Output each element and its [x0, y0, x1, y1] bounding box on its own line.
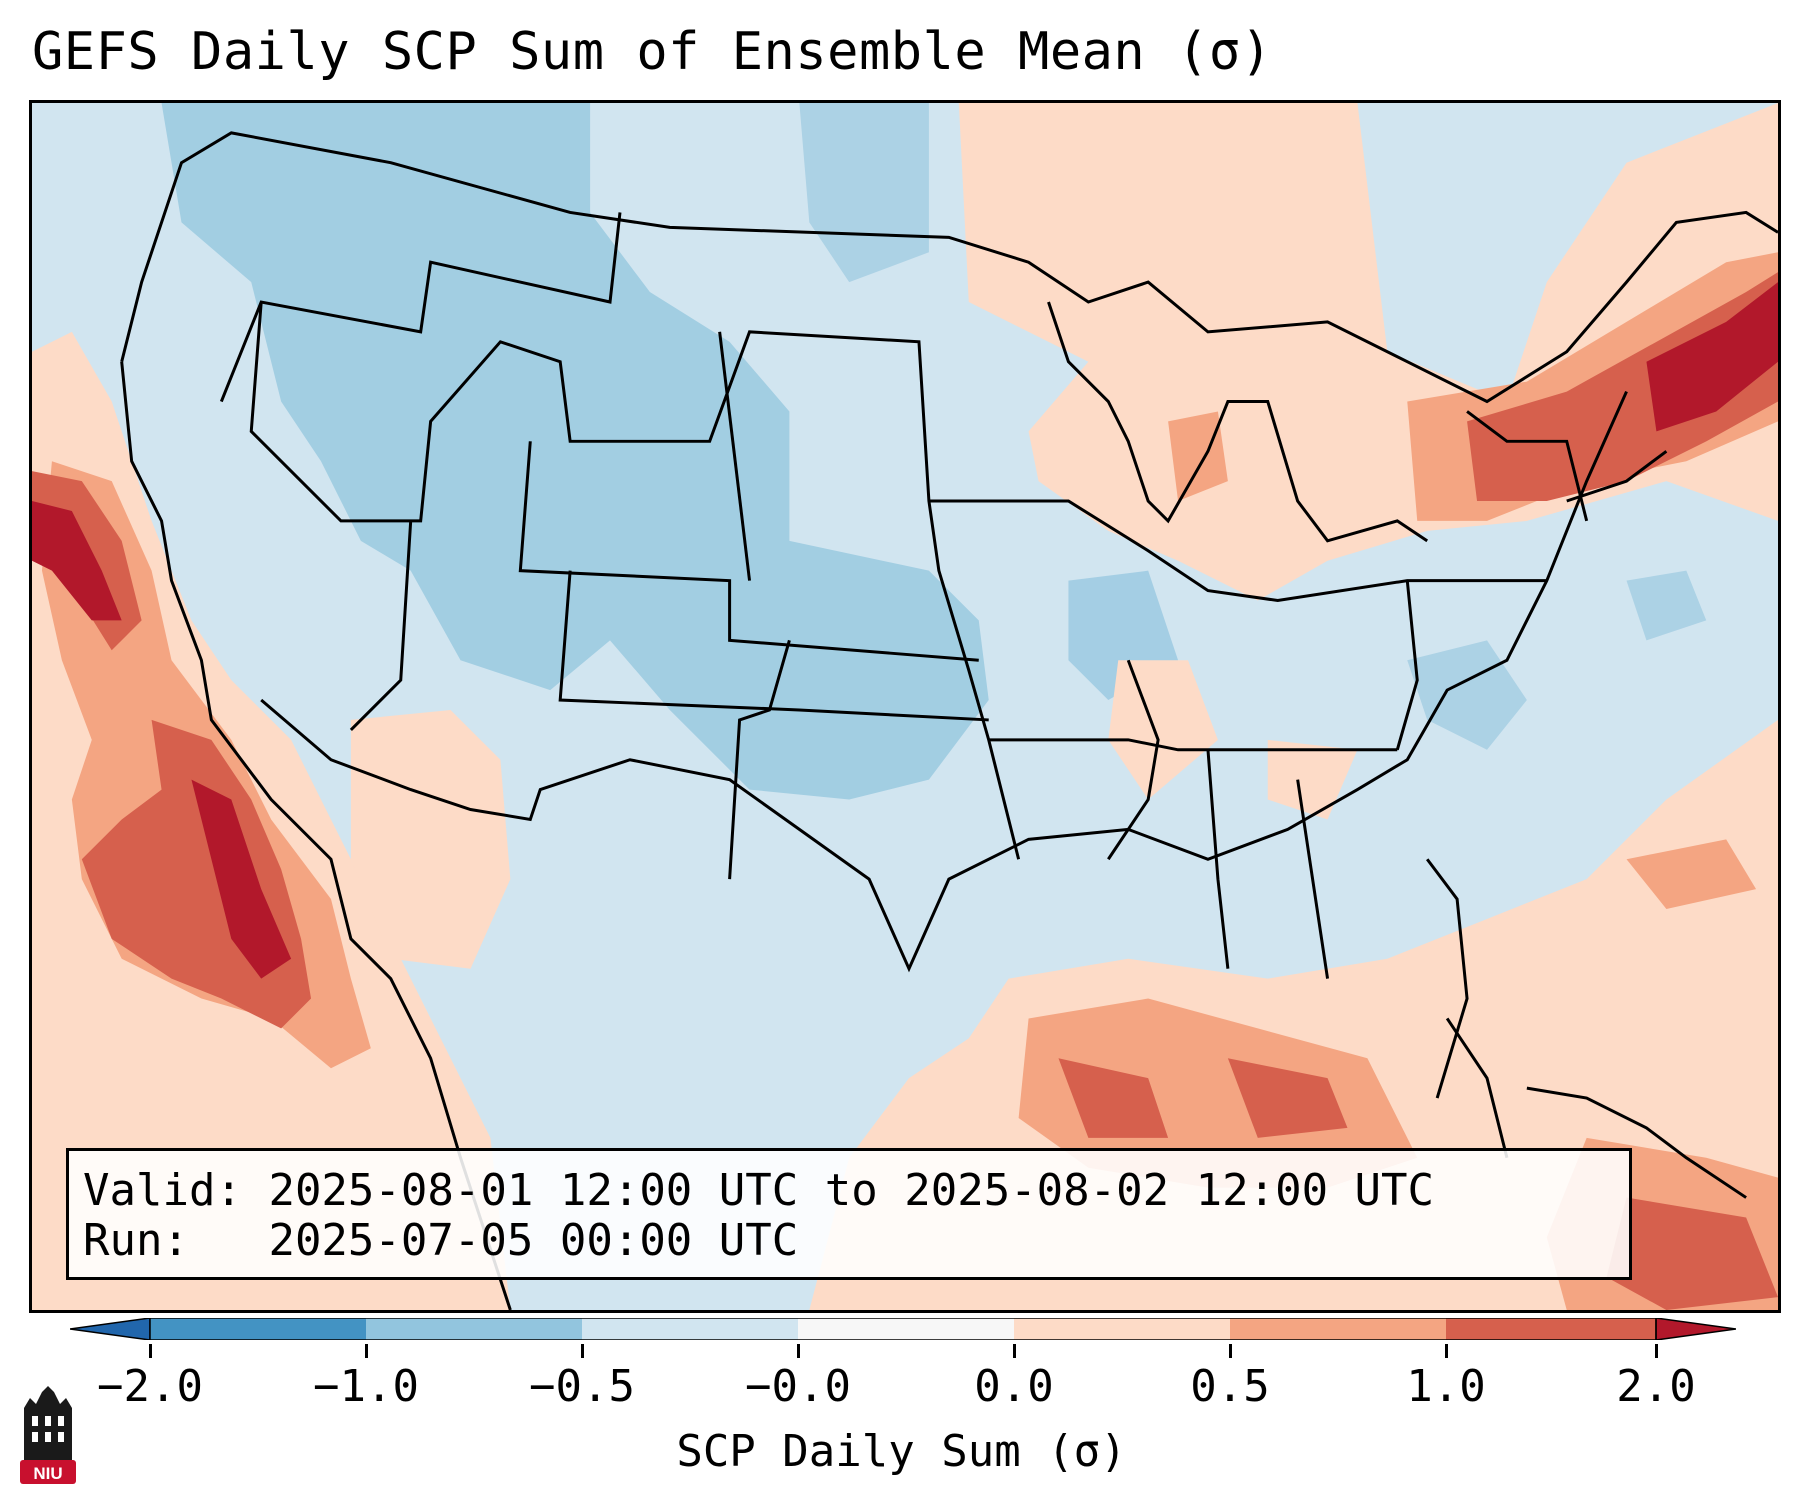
map-panel [29, 100, 1781, 1313]
colorbar-tick-label: 0.0 [974, 1361, 1054, 1412]
logo-text: NIU [33, 1464, 62, 1483]
run-line: Run: 2025-07-05 00:00 UTC [83, 1215, 798, 1267]
valid-value: 2025-08-01 12:00 UTC to 2025-08-02 12:00… [268, 1165, 1435, 1216]
niu-logo: NIU [20, 1386, 76, 1484]
colorbar-tick [1229, 1344, 1232, 1358]
colorbar-tick-label: −1.0 [313, 1361, 419, 1412]
colorbar-segment [798, 1318, 1014, 1340]
colorbar-tick-label: 0.5 [1190, 1361, 1270, 1412]
info-box: Valid: 2025-08-01 12:00 UTC to 2025-08-0… [66, 1148, 1632, 1280]
very-strong-positive-areas [32, 282, 1778, 979]
colorbar-segment [1230, 1318, 1446, 1340]
colorbar-segment [1014, 1318, 1230, 1340]
colorbar-segment [150, 1318, 366, 1340]
boundaries [120, 131, 1778, 1310]
colorbar-max-extend [1655, 1318, 1736, 1340]
colorbar-segment [1446, 1318, 1656, 1340]
colorbar-tick-label: 2.0 [1616, 1361, 1696, 1412]
valid-label: Valid: [83, 1165, 242, 1216]
colorbar-tick-label: 1.0 [1406, 1361, 1486, 1412]
page-title: GEFS Daily SCP Sum of Ensemble Mean (σ) [32, 22, 1273, 82]
colorbar-segment [582, 1318, 798, 1340]
colorbar-tick [797, 1344, 800, 1358]
colorbar-segment [366, 1318, 582, 1340]
colorbar-tick [1013, 1344, 1016, 1358]
colorbar-min-extend [70, 1318, 151, 1340]
colorbar-tick-label: −0.5 [529, 1361, 635, 1412]
colorbar-tick [581, 1344, 584, 1358]
scp-map [32, 103, 1778, 1310]
colorbar-tick [1655, 1344, 1658, 1358]
valid-line: Valid: 2025-08-01 12:00 UTC to 2025-08-0… [83, 1165, 1434, 1217]
colorbar [70, 1318, 1736, 1340]
colorbar-tick [365, 1344, 368, 1358]
colorbar-tick-label: −2.0 [97, 1361, 203, 1412]
colorbar-label: SCP Daily Sum (σ) [676, 1426, 1127, 1477]
colorbar-tick [149, 1344, 152, 1358]
colorbar-tick-label: −0.0 [745, 1361, 851, 1412]
run-value: 2025-07-05 00:00 UTC [268, 1215, 799, 1266]
run-label: Run: [83, 1215, 189, 1266]
colorbar-tick [1445, 1344, 1448, 1358]
